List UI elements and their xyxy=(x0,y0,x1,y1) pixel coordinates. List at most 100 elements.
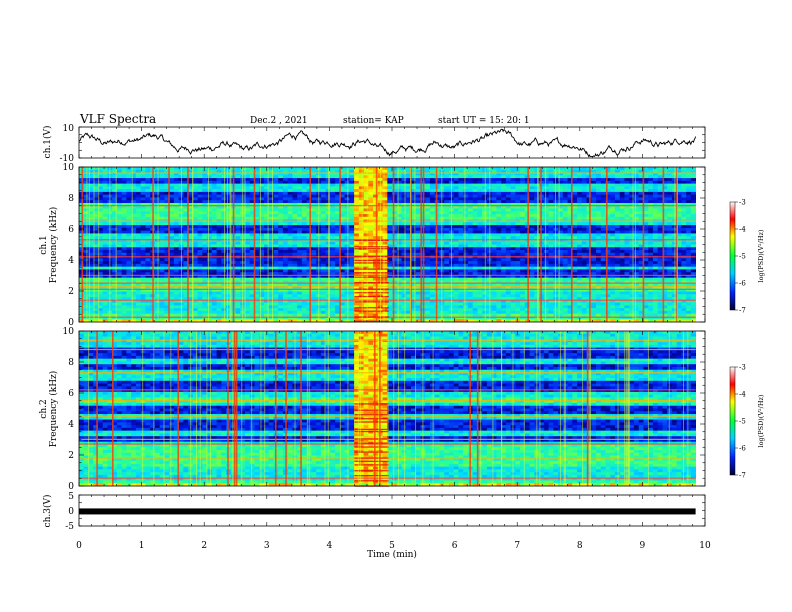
spectrogram-cell xyxy=(686,247,691,250)
spectrogram-cell xyxy=(221,222,226,225)
spectrogram-cell xyxy=(411,175,416,178)
spectrogram-cell xyxy=(359,175,364,178)
spectrogram-cell xyxy=(136,186,141,189)
spectrogram-cell xyxy=(103,214,108,217)
spectrogram-cell xyxy=(321,167,326,170)
spectrogram-cell xyxy=(221,181,226,184)
spectrogram-cell xyxy=(444,222,449,225)
spectrogram-cell xyxy=(653,228,658,231)
spectrogram-cell xyxy=(236,184,241,187)
spectrogram-cell xyxy=(330,222,335,225)
spectrogram-cell xyxy=(122,178,127,181)
spectrogram-cell xyxy=(520,253,525,256)
spectrogram-cell xyxy=(615,222,620,225)
spectrogram-cell xyxy=(587,209,592,212)
spectrogram-cell xyxy=(221,269,226,272)
spectrogram-cell xyxy=(686,195,691,198)
spectrogram-cell xyxy=(511,247,516,250)
spectrogram-cell xyxy=(368,178,373,181)
spectrogram-cell xyxy=(615,211,620,214)
spectrogram-cell xyxy=(596,209,601,212)
spectrogram-cell xyxy=(624,197,629,200)
spectrogram-cell xyxy=(145,261,150,264)
spectrogram-cell xyxy=(596,245,601,248)
spectrogram-cell xyxy=(501,175,506,178)
spectrogram-cell xyxy=(136,236,141,239)
spectrogram-cell xyxy=(534,228,539,231)
spectrogram-cell xyxy=(482,253,487,256)
spectrogram-cell xyxy=(278,200,283,203)
spectrogram-cell xyxy=(245,228,250,231)
spectrogram-cell xyxy=(496,228,501,231)
spectrogram-cell xyxy=(103,189,108,192)
spectrogram-cell xyxy=(136,209,141,212)
spectrogram-cell xyxy=(667,231,672,234)
spectrogram-cell xyxy=(601,222,606,225)
spectrogram-cell xyxy=(577,225,582,228)
spectrogram-cell xyxy=(681,178,686,181)
spectrogram-cell xyxy=(373,264,378,267)
spectrogram-cell xyxy=(155,231,160,234)
spectrogram-cell xyxy=(245,167,250,170)
spectrogram-cell xyxy=(297,192,302,195)
spectrogram-cell xyxy=(572,228,577,231)
spectrogram-cell xyxy=(515,181,520,184)
spectrogram-cell xyxy=(117,189,122,192)
spectrogram-cell xyxy=(255,245,260,248)
spectrogram-cell xyxy=(117,231,122,234)
spectrogram-cell xyxy=(368,186,373,189)
spectrogram-cell xyxy=(501,181,506,184)
spectrogram-cell xyxy=(416,181,421,184)
spectrogram-cell xyxy=(387,197,392,200)
spectrogram-cell xyxy=(321,222,326,225)
spectrogram-cell xyxy=(587,200,592,203)
spectrogram-cell xyxy=(634,214,639,217)
spectrogram-cell xyxy=(530,167,535,170)
spectrogram-cell xyxy=(387,192,392,195)
spectrogram-cell xyxy=(530,209,535,212)
spectrogram-cell xyxy=(221,258,226,261)
spectrogram-cell xyxy=(482,200,487,203)
spectrogram-cell xyxy=(297,200,302,203)
spectrogram-cell xyxy=(302,217,307,220)
spectrogram-cell xyxy=(482,267,487,270)
spectrogram-cell xyxy=(269,197,274,200)
spectrogram-cell xyxy=(122,175,127,178)
spectrogram-cell xyxy=(145,189,150,192)
spectrogram-cell xyxy=(473,245,478,248)
spectrogram-cell xyxy=(506,250,511,253)
spectrogram-cell xyxy=(482,211,487,214)
spectrogram-cell xyxy=(126,253,131,256)
spectrogram-cell xyxy=(402,245,407,248)
spectrogram-cell xyxy=(397,197,402,200)
spectrogram-cell xyxy=(245,209,250,212)
spectrogram-cell xyxy=(169,214,174,217)
spectrogram-cell xyxy=(193,195,198,198)
spectrogram-cell xyxy=(84,184,89,187)
spectrogram-cell xyxy=(658,258,663,261)
spectrogram-cell xyxy=(549,217,554,220)
spectrogram-cell xyxy=(349,178,354,181)
spectrogram-cell xyxy=(587,250,592,253)
spectrogram-cell xyxy=(501,178,506,181)
spectrogram-cell xyxy=(160,186,165,189)
spectrogram-cell xyxy=(202,192,207,195)
spectrogram-cell xyxy=(217,236,222,239)
spectrogram-cell xyxy=(658,195,663,198)
spectrogram-cell xyxy=(359,192,364,195)
spectrogram-cell xyxy=(212,245,217,248)
spectrogram-cell xyxy=(359,197,364,200)
spectrogram-cell xyxy=(454,222,459,225)
spectrogram-cell xyxy=(278,245,283,248)
spectrogram-cell xyxy=(321,214,326,217)
spectrogram-cell xyxy=(330,186,335,189)
spectrogram-cell xyxy=(454,195,459,198)
spectrogram-cell xyxy=(245,178,250,181)
spectrogram-cell xyxy=(587,225,592,228)
spectrogram-cell xyxy=(207,167,212,170)
spectrogram-cell xyxy=(136,264,141,267)
spectrogram-cell xyxy=(311,186,316,189)
spectrogram-cell xyxy=(416,170,421,173)
spectrogram-cell xyxy=(402,175,407,178)
spectrogram-cell xyxy=(103,217,108,220)
